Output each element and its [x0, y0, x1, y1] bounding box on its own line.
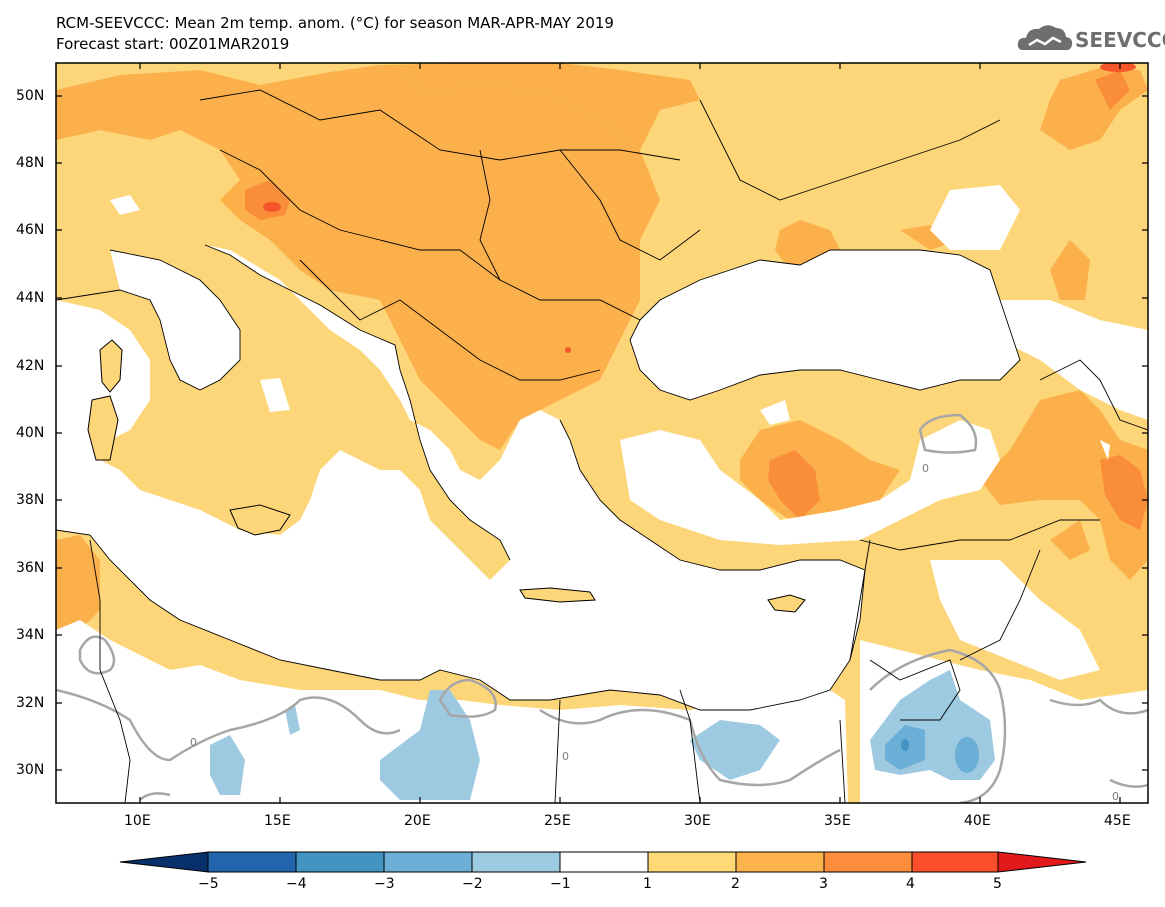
- map-field: 0 0 0 0: [56, 63, 1148, 803]
- colorbar-segment: [735, 851, 825, 873]
- lon-label: 25E: [544, 813, 571, 829]
- colorbar-segment: [295, 851, 385, 873]
- coastlines-and-borders: [56, 89, 1148, 803]
- islands: [87, 339, 806, 613]
- lon-label: 35E: [824, 813, 851, 829]
- lat-label: 38N: [16, 492, 45, 508]
- colorbar-label: −2: [462, 876, 483, 892]
- logo-text: SEEVCCC: [1075, 28, 1165, 52]
- contour-label: 0: [190, 736, 197, 749]
- lat-label: 42N: [16, 358, 45, 374]
- map-title: RCM-SEEVCCC: Mean 2m temp. anom. (°C) fo…: [56, 14, 614, 32]
- forecast-start-label: Forecast start: 00Z01MAR2019: [56, 35, 290, 53]
- contour-label: 0: [1112, 790, 1119, 803]
- colorbar-label: 3: [819, 876, 828, 892]
- sea-areas: [56, 245, 1020, 710]
- colorbar-segment: [559, 851, 649, 873]
- lat-label: 32N: [16, 695, 45, 711]
- colorbar-segment: [383, 851, 473, 873]
- lat-label: 34N: [16, 627, 45, 643]
- colorbar-segment: [207, 851, 297, 873]
- lat-label: 36N: [16, 560, 45, 576]
- lon-label: 30E: [684, 813, 711, 829]
- lat-label: 40N: [16, 425, 45, 441]
- colorbar-segment: [911, 851, 999, 873]
- colorbar-label: 5: [993, 876, 1002, 892]
- colorbar-label: −5: [198, 876, 219, 892]
- colorbar-label: −4: [286, 876, 307, 892]
- anomaly-2-3-regions: [56, 63, 1148, 635]
- colorbar-segment: [997, 851, 1087, 873]
- lon-label: 20E: [404, 813, 431, 829]
- lon-label: 45E: [1104, 813, 1131, 829]
- lon-label: 10E: [124, 813, 151, 829]
- anomaly-neg-3-4-region: [901, 739, 909, 751]
- colorbar-label: −1: [550, 876, 571, 892]
- lon-label: 15E: [264, 813, 291, 829]
- contour-labels: 0 0 0 0: [190, 462, 1119, 803]
- lat-label: 48N: [16, 155, 45, 171]
- anomaly-3-4-regions: [245, 70, 1148, 530]
- colorbar-label: 1: [643, 876, 652, 892]
- colorbar-segment: [119, 851, 209, 873]
- lat-label: 46N: [16, 222, 45, 238]
- lat-label: 30N: [16, 762, 45, 778]
- colorbar: [119, 851, 1087, 873]
- anomaly-4-5-regions: [263, 63, 1136, 353]
- contour-label: 0: [562, 750, 569, 763]
- colorbar-segment: [471, 851, 561, 873]
- colorbar-segment: [647, 851, 737, 873]
- contour-label: 0: [922, 462, 929, 475]
- zero-contours: [56, 413, 1148, 803]
- colorbar-label: 2: [731, 876, 740, 892]
- cloud-icon: [1017, 25, 1073, 51]
- colorbar-label: 4: [906, 876, 915, 892]
- seevccc-logo: SEEVCCC: [1015, 20, 1165, 56]
- colorbar-segment: [823, 851, 913, 873]
- lon-label: 40E: [964, 813, 991, 829]
- axis-ticks: [56, 63, 1148, 803]
- lat-label: 50N: [16, 88, 45, 104]
- colorbar-label: −3: [374, 876, 395, 892]
- lat-label: 44N: [16, 290, 45, 306]
